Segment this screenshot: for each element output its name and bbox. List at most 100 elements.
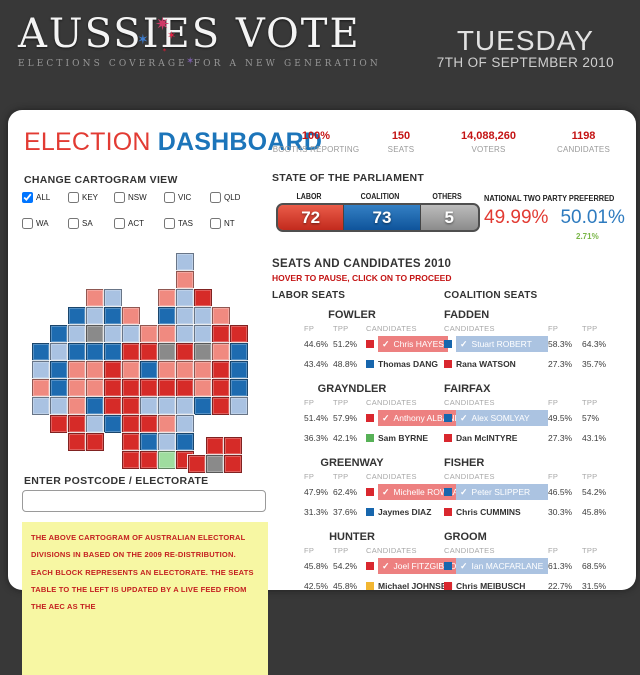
checkbox-nt[interactable]: NT <box>210 218 260 229</box>
cartogram-cell[interactable] <box>68 397 86 415</box>
checkbox-qld[interactable]: QLD <box>210 192 260 203</box>
cartogram-cell[interactable] <box>212 379 230 397</box>
cartogram-cell[interactable] <box>50 361 68 379</box>
cartogram-cell[interactable] <box>224 437 242 455</box>
checkbox-all[interactable]: ALL <box>22 192 68 203</box>
cartogram-cell[interactable] <box>230 325 248 343</box>
cartogram-cell[interactable] <box>206 455 224 473</box>
winning-candidate[interactable]: ✓ Ian MACFARLANE <box>456 558 548 574</box>
candidate-name[interactable]: Dan McINTYRE <box>456 433 518 443</box>
cartogram-cell[interactable] <box>122 433 140 451</box>
cartogram-cell[interactable] <box>194 379 212 397</box>
cartogram-cell[interactable] <box>86 343 104 361</box>
cartogram-cell[interactable] <box>32 343 50 361</box>
cartogram-cell[interactable] <box>32 361 50 379</box>
candidate-name[interactable]: Sam BYRNE <box>378 433 429 443</box>
cartogram-cell[interactable] <box>176 397 194 415</box>
cartogram-cell[interactable] <box>104 397 122 415</box>
cartogram-cell[interactable] <box>68 415 86 433</box>
cartogram-cell[interactable] <box>140 397 158 415</box>
candidate-name[interactable]: Michael JOHNSEN <box>378 581 453 591</box>
cartogram-cell[interactable] <box>86 325 104 343</box>
cartogram-cell[interactable] <box>32 397 50 415</box>
cartogram-cell[interactable] <box>104 415 122 433</box>
cartogram-cell[interactable] <box>176 271 194 289</box>
cartogram-cell[interactable] <box>122 325 140 343</box>
cartogram-cell[interactable] <box>212 343 230 361</box>
cartogram-cell[interactable] <box>86 433 104 451</box>
cartogram-cell[interactable] <box>122 361 140 379</box>
cartogram-cell[interactable] <box>86 415 104 433</box>
cartogram-cell[interactable] <box>68 379 86 397</box>
cartogram-cell[interactable] <box>230 343 248 361</box>
cartogram-cell[interactable] <box>104 325 122 343</box>
cartogram-cell[interactable] <box>104 289 122 307</box>
cartogram-cell[interactable] <box>158 451 176 469</box>
cartogram-cell[interactable] <box>68 433 86 451</box>
cartogram-cell[interactable] <box>68 361 86 379</box>
cartogram-cell[interactable] <box>68 325 86 343</box>
cartogram-cell[interactable] <box>194 361 212 379</box>
cartogram-cell[interactable] <box>194 397 212 415</box>
cartogram-cell[interactable] <box>188 455 206 473</box>
checkbox-wa[interactable]: WA <box>22 218 68 229</box>
cartogram-cell[interactable] <box>158 433 176 451</box>
cartogram-cell[interactable] <box>158 379 176 397</box>
cartogram-cell[interactable] <box>122 415 140 433</box>
cartogram-cell[interactable] <box>122 307 140 325</box>
cartogram-cell[interactable] <box>50 415 68 433</box>
cartogram-cell[interactable] <box>176 253 194 271</box>
cartogram-cell[interactable] <box>212 397 230 415</box>
cartogram-cell[interactable] <box>122 379 140 397</box>
cartogram-cell[interactable] <box>212 361 230 379</box>
cartogram-cell[interactable] <box>140 415 158 433</box>
cartogram-cell[interactable] <box>230 379 248 397</box>
cartogram-cell[interactable] <box>158 325 176 343</box>
postcode-input[interactable] <box>22 490 266 512</box>
cartogram-cell[interactable] <box>158 361 176 379</box>
cartogram-cell[interactable] <box>50 379 68 397</box>
cartogram-cell[interactable] <box>140 433 158 451</box>
cartogram-cell[interactable] <box>86 379 104 397</box>
cartogram-cell[interactable] <box>86 361 104 379</box>
cartogram-cell[interactable] <box>50 343 68 361</box>
cartogram-cell[interactable] <box>140 379 158 397</box>
cartogram-cell[interactable] <box>140 343 158 361</box>
checkbox-key[interactable]: KEY <box>68 192 114 203</box>
candidate-name[interactable]: Chris CUMMINS <box>456 507 521 517</box>
cartogram-cell[interactable] <box>86 397 104 415</box>
cartogram-cell[interactable] <box>104 361 122 379</box>
cartogram-cell[interactable] <box>194 343 212 361</box>
candidate-name[interactable]: Chris MEIBUSCH <box>456 581 526 591</box>
checkbox-tas[interactable]: TAS <box>164 218 210 229</box>
cartogram-cell[interactable] <box>176 433 194 451</box>
cartogram-cell[interactable] <box>176 307 194 325</box>
cartogram-cell[interactable] <box>194 289 212 307</box>
cartogram-cell[interactable] <box>140 451 158 469</box>
cartogram-cell[interactable] <box>230 361 248 379</box>
winning-candidate[interactable]: ✓ Alex SOMLYAY <box>456 410 548 426</box>
cartogram-cell[interactable] <box>140 325 158 343</box>
checkbox-vic[interactable]: VIC <box>164 192 210 203</box>
cartogram-cell[interactable] <box>176 415 194 433</box>
winning-candidate[interactable]: ✓ Peter SLIPPER <box>456 484 548 500</box>
cartogram-cell[interactable] <box>104 307 122 325</box>
cartogram-cell[interactable] <box>158 397 176 415</box>
cartogram-cell[interactable] <box>104 379 122 397</box>
winning-candidate[interactable]: ✓ Chris HAYES <box>378 336 448 352</box>
cartogram-cell[interactable] <box>176 289 194 307</box>
cartogram-cell[interactable] <box>122 343 140 361</box>
cartogram-cell[interactable] <box>86 307 104 325</box>
candidate-name[interactable]: Rana WATSON <box>456 359 516 369</box>
cartogram-cell[interactable] <box>68 307 86 325</box>
cartogram-cell[interactable] <box>194 325 212 343</box>
cartogram-cell[interactable] <box>176 325 194 343</box>
checkbox-act[interactable]: ACT <box>114 218 164 229</box>
checkbox-sa[interactable]: SA <box>68 218 114 229</box>
cartogram-cell[interactable] <box>158 307 176 325</box>
cartogram-cell[interactable] <box>32 379 50 397</box>
cartogram-cell[interactable] <box>50 325 68 343</box>
cartogram-cell[interactable] <box>122 451 140 469</box>
winning-candidate[interactable]: ✓ Stuart ROBERT <box>456 336 548 352</box>
cartogram-cell[interactable] <box>212 307 230 325</box>
